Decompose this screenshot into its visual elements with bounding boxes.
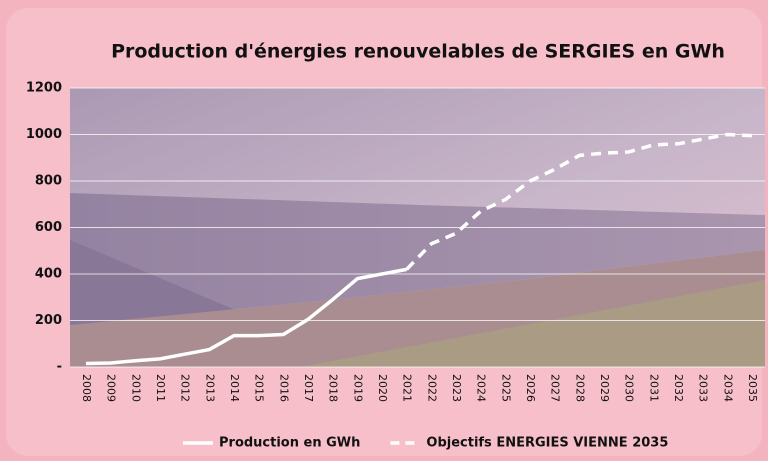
legend-label: Objectifs ENERGIES VIENNE 2035 <box>426 436 668 451</box>
y-tick-label: 800 <box>35 174 62 189</box>
y-tick-label: 400 <box>35 267 62 282</box>
x-tick-label: 2018 <box>327 374 340 402</box>
chart: Production d'énergies renouvelables de S… <box>0 0 768 461</box>
x-tick-label: 2034 <box>721 374 734 402</box>
x-tick-label: 2032 <box>672 374 685 402</box>
chart-title: Production d'énergies renouvelables de S… <box>111 41 725 63</box>
legend-label: Production en GWh <box>219 436 360 451</box>
x-tick-label: 2035 <box>746 374 759 402</box>
y-tick-label: 200 <box>35 313 62 328</box>
x-tick-label: 2027 <box>549 374 562 402</box>
x-tick-label: 2025 <box>499 374 512 402</box>
x-tick-label: 2024 <box>475 374 488 402</box>
y-tick-label: 1200 <box>26 81 62 96</box>
x-tick-label: 2012 <box>179 374 192 402</box>
x-tick-label: 2022 <box>425 374 438 402</box>
x-tick-label: 2019 <box>351 374 364 402</box>
x-tick-label: 2010 <box>129 374 142 402</box>
x-tick-label: 2008 <box>80 374 93 402</box>
x-tick-label: 2016 <box>277 374 290 402</box>
x-tick-label: 2033 <box>697 374 710 402</box>
legend: Production en GWh Objectifs ENERGIES VIEN… <box>183 436 668 451</box>
x-tick-label: 2026 <box>524 374 537 402</box>
x-tick-label: 2021 <box>401 374 414 402</box>
x-tick-label: 2014 <box>228 374 241 402</box>
x-tick-label: 2030 <box>623 374 636 402</box>
x-tick-label: 2029 <box>598 374 611 402</box>
x-tick-label: 2031 <box>647 374 660 402</box>
x-tick-label: 2028 <box>573 374 586 402</box>
x-tick-label: 2015 <box>253 374 266 402</box>
x-tick-label: 2023 <box>450 374 463 402</box>
x-tick-label: 2020 <box>376 374 389 402</box>
y-tick-label: 600 <box>35 220 62 235</box>
x-tick-label: 2013 <box>203 374 216 402</box>
x-tick-label: 2017 <box>302 374 315 402</box>
x-tick-label: 2009 <box>105 374 118 402</box>
x-tick-label: 2011 <box>154 374 167 402</box>
y-tick-label: 1000 <box>26 127 62 142</box>
y-tick-label: - <box>57 360 62 375</box>
